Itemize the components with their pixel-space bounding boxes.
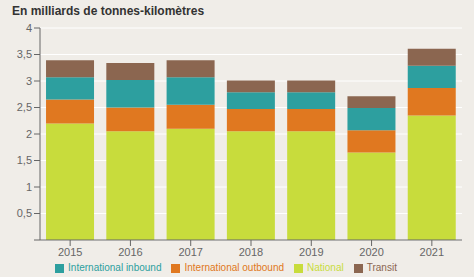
svg-text:1,5: 1,5 — [17, 154, 32, 166]
svg-text:2020: 2020 — [359, 246, 383, 258]
svg-text:1: 1 — [26, 181, 32, 193]
svg-text:2,5: 2,5 — [17, 101, 32, 113]
svg-text:3: 3 — [26, 75, 32, 87]
svg-text:3,5: 3,5 — [17, 48, 32, 60]
svg-text:2016: 2016 — [118, 246, 142, 258]
svg-text:2018: 2018 — [239, 246, 263, 258]
html-text:International outbound: International outbound — [184, 262, 284, 273]
svg-text:2015: 2015 — [58, 246, 82, 258]
svg-text:2021: 2021 — [420, 246, 444, 258]
svg-text:2017: 2017 — [178, 246, 202, 258]
svg-text:0,5: 0,5 — [17, 207, 32, 219]
svg-text:4: 4 — [26, 22, 32, 34]
html-text:National: National — [307, 262, 344, 273]
html-text:En milliards de tonnes-kilomèt: En milliards de tonnes-kilomètres — [12, 4, 205, 18]
html-text:Transit: Transit — [366, 262, 397, 273]
html-text:International inbound: International inbound — [68, 262, 162, 273]
svg-text:2: 2 — [26, 128, 32, 140]
svg-text:2019: 2019 — [299, 246, 323, 258]
